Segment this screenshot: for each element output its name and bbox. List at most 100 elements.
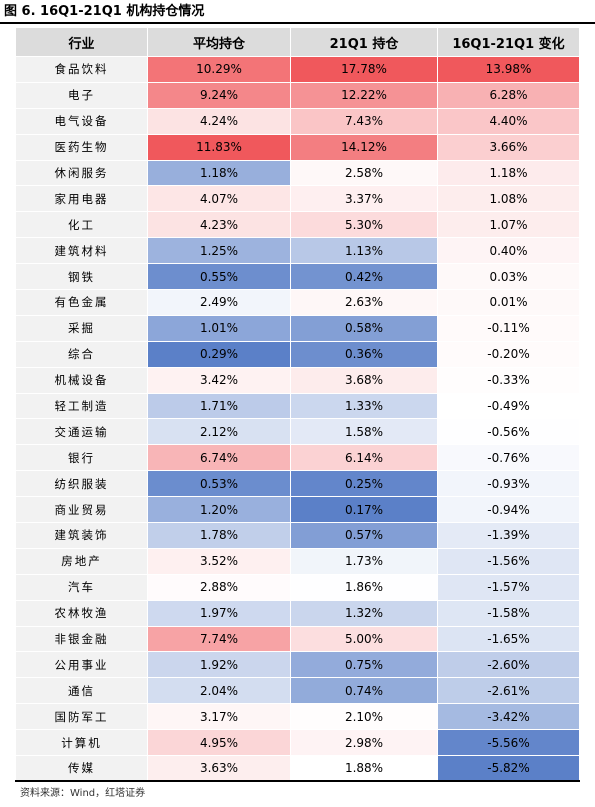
avg-holding-cell: 9.24% [147,81,291,109]
change-cell: -5.56% [437,729,580,757]
table-row: 房地产 3.52% 1.73% -1.56% [15,547,580,575]
industry-cell: 银行 [15,444,148,472]
table-row: 家用电器 4.07% 3.37% 1.08% [15,185,580,213]
change-cell: -1.57% [437,573,580,601]
table-row: 休闲服务 1.18% 2.58% 1.18% [15,159,580,187]
table-row: 商业贸易 1.20% 0.17% -0.94% [15,496,580,524]
table-row: 交通运输 2.12% 1.58% -0.56% [15,418,580,446]
industry-cell: 房地产 [15,547,148,575]
table-row: 非银金融 7.74% 5.00% -1.65% [15,625,580,653]
avg-holding-cell: 4.95% [147,729,291,757]
q1-holding-cell: 0.17% [290,496,438,524]
q1-holding-cell: 2.10% [290,703,438,731]
industry-cell: 交通运输 [15,418,148,446]
avg-holding-cell: 3.63% [147,755,291,783]
industry-cell: 机械设备 [15,366,148,394]
q1-holding-cell: 1.86% [290,573,438,601]
industry-cell: 公用事业 [15,651,148,679]
header-avg-holding: 平均持仓 [147,27,291,57]
change-cell: -0.11% [437,314,580,342]
table-row: 汽车 2.88% 1.86% -1.57% [15,573,580,601]
avg-holding-cell: 0.29% [147,340,291,368]
industry-cell: 采掘 [15,314,148,342]
avg-holding-cell: 3.42% [147,366,291,394]
change-cell: -0.76% [437,444,580,472]
q1-holding-cell: 3.68% [290,366,438,394]
industry-cell: 医药生物 [15,133,148,161]
title-rule [0,22,595,24]
q1-holding-cell: 2.63% [290,289,438,316]
industry-cell: 电气设备 [15,107,148,135]
table-row: 机械设备 3.42% 3.68% -0.33% [15,366,580,394]
q1-holding-cell: 0.36% [290,340,438,368]
q1-holding-cell: 0.25% [290,470,438,498]
industry-cell: 国防军工 [15,703,148,731]
source-note: 资料来源：Wind，红塔证券 [20,788,146,799]
change-cell: 1.07% [437,211,580,239]
table-row: 传媒 3.63% 1.88% -5.82% [15,755,580,783]
change-cell: -0.93% [437,470,580,498]
industry-cell: 传媒 [15,755,148,783]
change-cell: 1.18% [437,159,580,187]
change-cell: 1.08% [437,185,580,213]
change-cell: -1.58% [437,599,580,627]
industry-cell: 休闲服务 [15,159,148,187]
table-row: 电子 9.24% 12.22% 6.28% [15,81,580,109]
avg-holding-cell: 0.55% [147,263,291,291]
change-cell: -1.65% [437,625,580,653]
avg-holding-cell: 1.25% [147,237,291,265]
change-cell: 4.40% [437,107,580,135]
change-cell: 3.66% [437,133,580,161]
avg-holding-cell: 1.78% [147,522,291,549]
change-cell: -0.56% [437,418,580,446]
avg-holding-cell: 4.23% [147,211,291,239]
industry-cell: 建筑材料 [15,237,148,265]
avg-holding-cell: 2.04% [147,677,291,705]
q1-holding-cell: 1.73% [290,547,438,575]
change-cell: -1.56% [437,547,580,575]
industry-cell: 有色金属 [15,289,148,316]
table-row: 有色金属 2.49% 2.63% 0.01% [15,289,580,316]
table-row: 采掘 1.01% 0.58% -0.11% [15,314,580,342]
q1-holding-cell: 14.12% [290,133,438,161]
q1-holding-cell: 3.37% [290,185,438,213]
change-cell: 0.03% [437,263,580,291]
avg-holding-cell: 4.07% [147,185,291,213]
change-cell: 13.98% [437,56,580,83]
holdings-table: 行业 平均持仓 21Q1 持仓 16Q1-21Q1 变化 食品饮料 10.29% 1… [15,27,580,783]
industry-cell: 商业贸易 [15,496,148,524]
change-cell: 0.01% [437,289,580,316]
q1-holding-cell: 0.58% [290,314,438,342]
table-row: 轻工制造 1.71% 1.33% -0.49% [15,392,580,420]
industry-cell: 食品饮料 [15,56,148,83]
q1-holding-cell: 0.75% [290,651,438,679]
q1-holding-cell: 1.58% [290,418,438,446]
q1-holding-cell: 0.42% [290,263,438,291]
q1-holding-cell: 1.32% [290,599,438,627]
q1-holding-cell: 0.74% [290,677,438,705]
avg-holding-cell: 1.01% [147,314,291,342]
table-row: 电气设备 4.24% 7.43% 4.40% [15,107,580,135]
table-row: 国防军工 3.17% 2.10% -3.42% [15,703,580,731]
avg-holding-cell: 10.29% [147,56,291,83]
avg-holding-cell: 1.92% [147,651,291,679]
q1-holding-cell: 1.88% [290,755,438,783]
change-cell: -0.33% [437,366,580,394]
q1-holding-cell: 1.13% [290,237,438,265]
industry-cell: 纺织服装 [15,470,148,498]
q1-holding-cell: 1.33% [290,392,438,420]
table-row: 建筑材料 1.25% 1.13% 0.40% [15,237,580,265]
table-row: 通信 2.04% 0.74% -2.61% [15,677,580,705]
industry-cell: 家用电器 [15,185,148,213]
q1-holding-cell: 7.43% [290,107,438,135]
avg-holding-cell: 1.18% [147,159,291,187]
change-cell: -5.82% [437,755,580,783]
table-row: 农林牧渔 1.97% 1.32% -1.58% [15,599,580,627]
table-row: 化工 4.23% 5.30% 1.07% [15,211,580,239]
q1-holding-cell: 0.57% [290,522,438,549]
change-cell: -0.49% [437,392,580,420]
avg-holding-cell: 0.53% [147,470,291,498]
avg-holding-cell: 6.74% [147,444,291,472]
industry-cell: 农林牧渔 [15,599,148,627]
table-row: 计算机 4.95% 2.98% -5.56% [15,729,580,757]
